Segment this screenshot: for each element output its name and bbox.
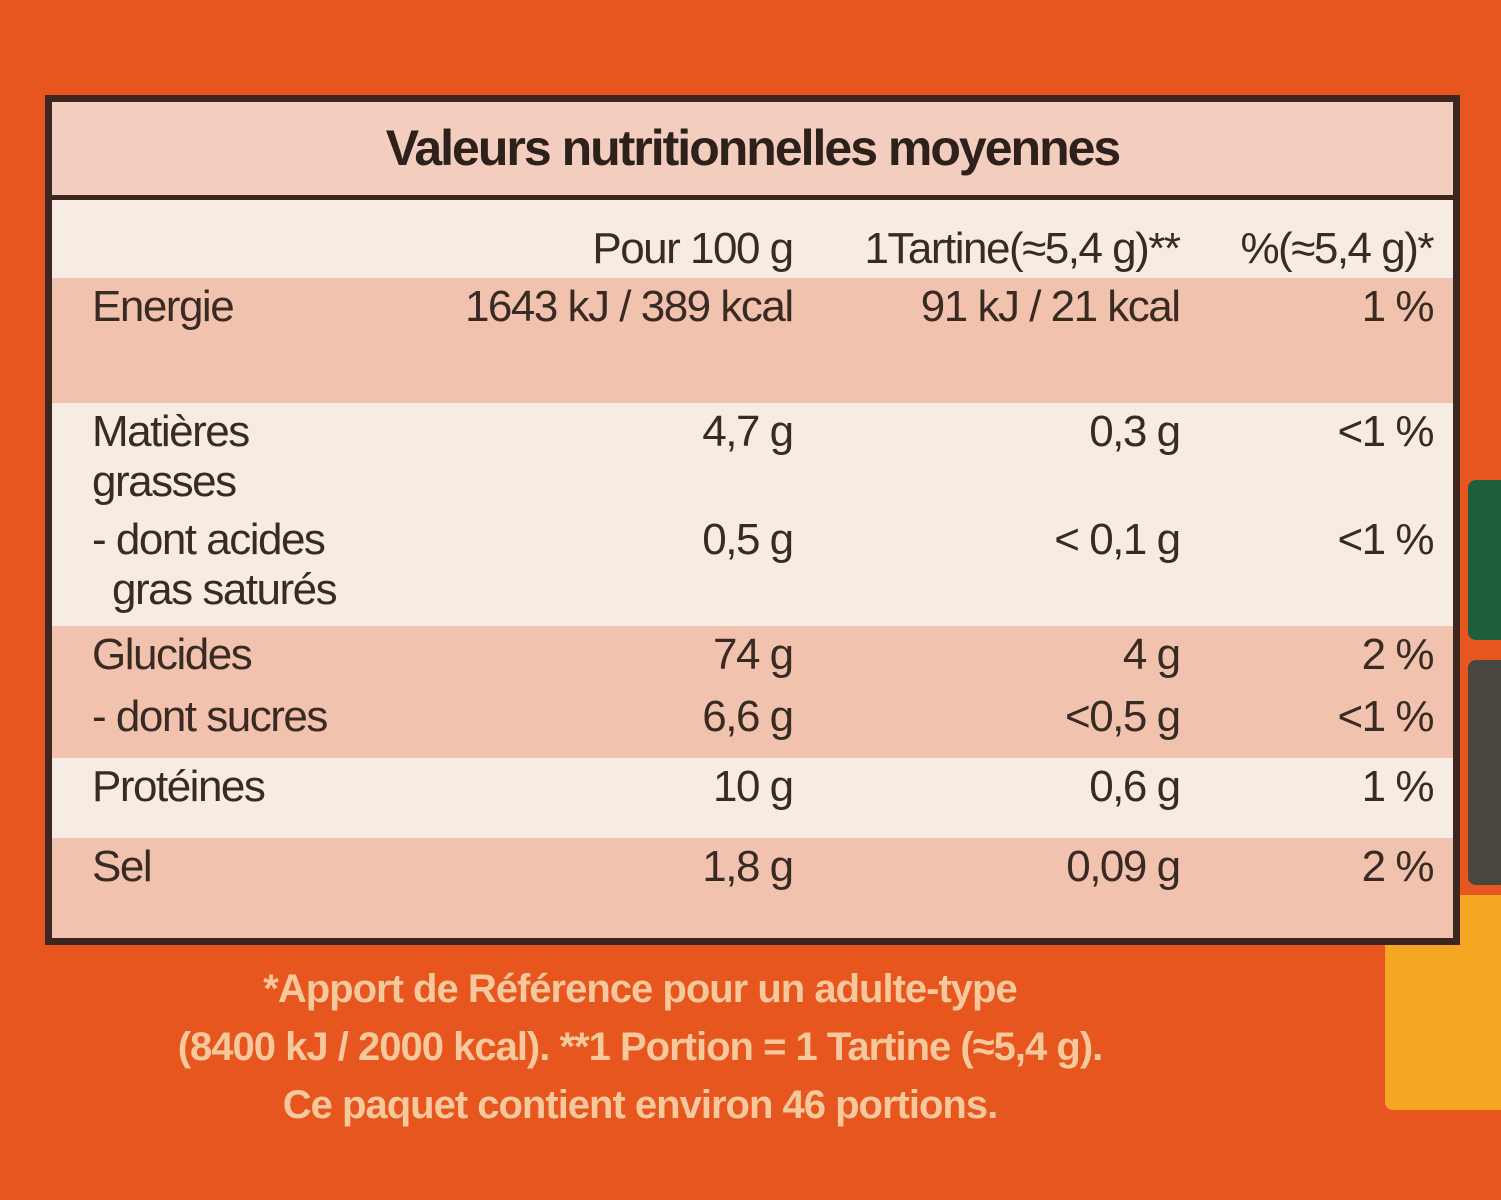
row-value: 1643 kJ / 389 kcal: [464, 282, 794, 331]
row-value: <1 %: [1337, 407, 1434, 456]
row-value: 2 %: [1361, 842, 1435, 891]
column-header: 1Tartine(≈5,4 g)**: [864, 224, 1181, 273]
row-value: 10 g: [712, 762, 794, 811]
row-value: 1,8 g: [702, 842, 794, 891]
row-label: Matières grasses: [92, 407, 250, 506]
row-value: <0,5 g: [1065, 692, 1181, 741]
nutrition-table: Pour 100 g 1Tartine(≈5,4 g)** %(≈5,4 g)* En…: [52, 200, 1453, 938]
row-value: 1 %: [1361, 762, 1435, 811]
table-title: Valeurs nutritionnelles moyennes: [52, 102, 1453, 200]
row-label: Protéines: [92, 762, 266, 811]
column-header: Pour 100 g: [592, 224, 794, 273]
row-value: <1 %: [1337, 515, 1434, 564]
row-value: 6,6 g: [702, 692, 794, 741]
row-value: 4 g: [1122, 630, 1181, 679]
row-value: 0,3 g: [1089, 407, 1181, 456]
column-header: %(≈5,4 g)*: [1240, 224, 1434, 273]
footnote-line: (8400 kJ / 2000 kcal). **1 Portion = 1 T…: [177, 1025, 1104, 1069]
footnote-line: *Apport de Référence pour un adulte-type: [263, 967, 1017, 1011]
row-label: Glucides: [92, 630, 253, 679]
footnotes: *Apport de Référence pour un adulte-type…: [0, 960, 1280, 1134]
table-row: Protéines 10 g 0,6 g 1 %: [52, 758, 1453, 838]
nutrition-panel: Valeurs nutritionnelles moyennes Pour 10…: [45, 95, 1460, 945]
row-value: 0,6 g: [1089, 762, 1181, 811]
table-row: Sel 1,8 g 0,09 g 2 %: [52, 838, 1453, 938]
row-value: < 0,1 g: [1054, 515, 1181, 564]
row-value: 0,5 g: [702, 515, 794, 564]
table-row: - dont acides gras saturés 0,5 g < 0,1 g <1…: [52, 511, 1453, 626]
row-value: 2 %: [1361, 630, 1435, 679]
table-row: Matières grasses 4,7 g 0,3 g <1 %: [52, 403, 1453, 511]
row-label: Sel: [92, 842, 153, 891]
footnote-line: Ce paquet contient environ 46 portions.: [282, 1083, 998, 1127]
row-label: Energie: [92, 282, 235, 331]
table-row: Energie 1643 kJ / 389 kcal 91 kJ / 21 kcal…: [52, 278, 1453, 403]
table-row: Glucides 74 g 4 g 2 %: [52, 626, 1453, 688]
table-row: - dont sucres 6,6 g <0,5 g <1 %: [52, 688, 1453, 758]
row-value: <1 %: [1337, 692, 1434, 741]
side-panel: [1468, 660, 1501, 885]
row-value: 74 g: [712, 630, 794, 679]
row-label: - dont acides gras saturés: [92, 515, 338, 614]
row-label: - dont sucres: [92, 692, 328, 741]
row-value: 1 %: [1361, 282, 1435, 331]
row-value: 0,09 g: [1066, 842, 1181, 891]
row-value: 91 kJ / 21 kcal: [920, 282, 1181, 331]
header-row: Pour 100 g 1Tartine(≈5,4 g)** %(≈5,4 g)*: [52, 200, 1453, 278]
header-spacer: [52, 200, 412, 278]
side-panel: [1468, 480, 1501, 640]
row-value: 4,7 g: [702, 407, 794, 456]
